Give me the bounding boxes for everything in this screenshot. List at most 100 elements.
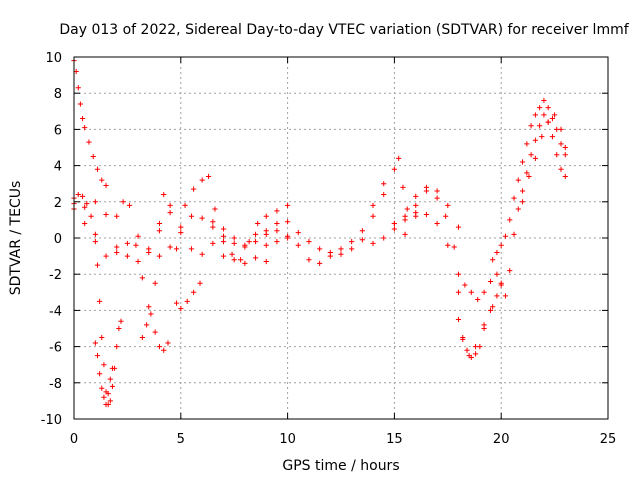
data-point <box>161 347 167 353</box>
data-point <box>413 210 419 216</box>
data-point <box>274 239 280 245</box>
data-point <box>165 340 171 346</box>
y-tick-label: 6 <box>54 123 62 138</box>
data-point <box>135 258 141 265</box>
data-point <box>526 173 532 180</box>
data-point <box>109 365 116 371</box>
data-point <box>445 242 451 248</box>
data-point <box>167 210 173 216</box>
data-point <box>455 289 462 295</box>
data-point <box>487 278 494 285</box>
data-point <box>359 228 365 234</box>
data-point <box>263 213 269 219</box>
data-point <box>210 240 216 247</box>
data-point <box>498 282 504 288</box>
y-tick-label: 8 <box>54 87 62 102</box>
data-point <box>528 123 534 129</box>
data-point <box>381 181 387 187</box>
data-point <box>118 318 124 324</box>
data-point <box>327 253 333 259</box>
data-point <box>103 182 109 189</box>
data-point <box>490 257 496 263</box>
data-point <box>178 229 184 236</box>
data-point <box>94 166 101 172</box>
data-point <box>370 240 376 247</box>
data-point <box>558 166 564 172</box>
data-point <box>524 141 530 147</box>
data-point <box>97 298 103 304</box>
data-point <box>402 217 408 223</box>
y-tick-label: 0 <box>54 232 62 247</box>
y-tick-label: 4 <box>54 160 62 175</box>
y-tick-labels: -10 -8 -6 -4 -2 0 2 4 6 8 10 <box>41 51 62 428</box>
data-point <box>231 240 237 247</box>
data-point <box>246 239 252 245</box>
data-point <box>477 344 483 350</box>
data-point <box>391 166 397 172</box>
y-tick-label: -10 <box>41 413 62 428</box>
y-axis-label: SDTVAR / TECUs <box>8 181 24 296</box>
data-point <box>511 231 517 237</box>
data-point <box>541 112 547 118</box>
data-point <box>92 199 98 205</box>
data-point <box>199 251 205 257</box>
data-point <box>178 224 184 230</box>
data-point <box>82 124 88 131</box>
data-point <box>274 228 280 234</box>
data-point <box>423 188 430 194</box>
data-point <box>103 211 109 218</box>
series-arc-2 <box>71 191 124 408</box>
data-point <box>99 385 105 391</box>
data-point <box>84 201 90 207</box>
data-point <box>494 249 500 256</box>
data-point <box>79 115 86 122</box>
data-point <box>139 275 145 281</box>
data-point <box>86 139 92 145</box>
data-point <box>255 220 261 227</box>
data-point <box>528 152 534 158</box>
data-point <box>532 155 538 161</box>
data-point <box>445 202 451 209</box>
data-point <box>75 85 81 91</box>
data-point <box>455 316 462 323</box>
data-point <box>105 391 111 397</box>
data-point <box>92 231 98 237</box>
data-point <box>541 97 547 104</box>
series-arc-14 <box>490 97 568 263</box>
data-point <box>88 213 94 219</box>
data-point <box>359 237 365 243</box>
data-point <box>220 233 227 239</box>
y-tick-label: -2 <box>49 268 62 283</box>
data-point <box>306 239 312 245</box>
series-arc-8 <box>173 173 291 263</box>
data-point <box>94 262 101 268</box>
data-point <box>539 134 545 140</box>
data-point <box>146 304 152 310</box>
data-point <box>188 246 195 252</box>
data-point <box>295 242 301 248</box>
data-point <box>404 206 410 212</box>
data-point <box>490 304 496 310</box>
data-point <box>103 253 109 259</box>
series-arc-6 <box>114 199 171 353</box>
data-point <box>451 244 457 250</box>
data-point <box>252 255 259 261</box>
y-tick-label: 10 <box>45 51 62 66</box>
data-point <box>468 289 474 295</box>
chart-title: Day 013 of 2022, Sidereal Day-to-day VTE… <box>59 22 629 38</box>
data-point <box>109 383 116 390</box>
data-point <box>494 271 500 277</box>
data-point <box>231 235 237 241</box>
series-arc-3 <box>92 340 116 408</box>
data-point <box>370 202 376 209</box>
data-point <box>549 115 556 122</box>
data-point <box>558 126 564 132</box>
data-point <box>124 240 130 247</box>
series-arc-13 <box>455 282 504 361</box>
data-point <box>455 224 462 230</box>
data-point <box>135 233 141 239</box>
data-point <box>188 213 195 219</box>
data-point <box>107 376 113 382</box>
data-point <box>549 134 556 140</box>
data-point <box>238 257 244 263</box>
